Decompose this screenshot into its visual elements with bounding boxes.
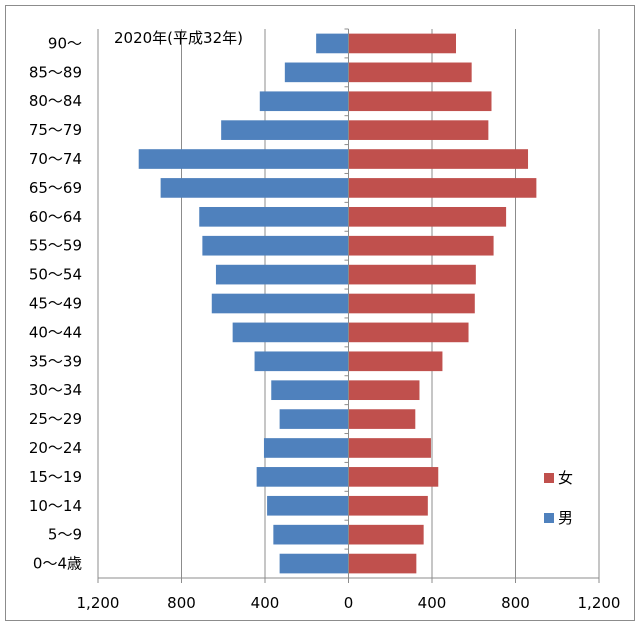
bar-female-15 (348, 467, 439, 487)
x-tick-label-4: 400 (418, 594, 447, 612)
category-label-17: 5～9 (48, 526, 82, 544)
bar-female-3 (348, 120, 489, 140)
bar-male-11 (254, 351, 349, 372)
bar-female-0 (348, 33, 457, 54)
bar-female-11 (348, 351, 443, 372)
category-label-5: 65～69 (29, 179, 82, 197)
legend-label-0: 女 (558, 469, 573, 487)
category-label-11: 35～39 (29, 352, 82, 370)
bar-male-9 (211, 293, 349, 314)
bar-female-4 (348, 149, 529, 169)
bar-female-13 (348, 409, 416, 429)
bar-female-14 (348, 438, 431, 458)
x-tick-label-1: 800 (167, 594, 196, 612)
category-label-1: 85～89 (29, 63, 82, 81)
legend-label-1: 男 (558, 509, 573, 527)
category-label-6: 60～64 (29, 208, 82, 226)
category-label-4: 70～74 (29, 150, 82, 168)
x-tick-label-6: 1,200 (578, 594, 621, 612)
bar-male-10 (232, 322, 349, 343)
legend-swatch-0 (544, 473, 554, 483)
bar-male-0 (316, 33, 349, 54)
category-label-10: 40～44 (29, 323, 82, 341)
bar-female-1 (348, 62, 472, 83)
category-label-0: 90～ (48, 34, 82, 52)
bar-male-8 (215, 264, 349, 285)
category-label-7: 55～59 (29, 237, 82, 255)
category-labels: 90～ 85～89 80～84 75～79 70～74 65～69 60～64 55～59 50… (29, 34, 82, 572)
bar-female-9 (348, 293, 475, 314)
chart-title: 2020年(平成32年) (114, 29, 243, 47)
bar-female-12 (348, 380, 420, 401)
bar-male-13 (279, 409, 349, 429)
category-label-9: 45～49 (29, 295, 82, 313)
bar-male-7 (202, 235, 349, 256)
bar-male-5 (160, 178, 349, 198)
category-label-3: 75～79 (29, 121, 82, 139)
legend-swatch-1 (544, 513, 554, 523)
bar-female-10 (348, 322, 469, 343)
bar-female-17 (348, 524, 424, 545)
bar-male-14 (263, 438, 349, 458)
category-label-18: 0～4歳 (33, 555, 82, 573)
bar-female-18 (348, 553, 417, 574)
bar-male-2 (259, 91, 349, 112)
x-tick-label-0: 1,200 (77, 594, 120, 612)
bar-male-18 (279, 553, 349, 574)
bar-male-16 (267, 495, 349, 516)
category-label-2: 80～84 (29, 92, 82, 110)
bar-male-15 (256, 467, 349, 487)
bar-female-6 (348, 206, 507, 227)
bar-female-16 (348, 495, 428, 516)
bar-male-1 (284, 62, 349, 83)
legend: 女男 (544, 469, 573, 527)
bar-male-17 (273, 524, 349, 545)
bars-layer (138, 33, 537, 574)
category-label-13: 25～29 (29, 410, 82, 428)
x-tick-label-3: 0 (344, 594, 354, 612)
bar-female-7 (348, 235, 494, 256)
x-tick-labels: 1,200 800 400 0 400 800 1,200 (77, 594, 621, 612)
x-tick-label-5: 800 (501, 594, 530, 612)
category-label-15: 15～19 (29, 468, 82, 486)
bar-female-5 (348, 178, 537, 198)
x-tick-label-2: 400 (251, 594, 280, 612)
category-label-14: 20～24 (29, 439, 82, 457)
bar-female-8 (348, 264, 476, 285)
bar-male-6 (199, 206, 349, 227)
category-label-8: 50～54 (29, 266, 82, 284)
axis-layer (97, 28, 600, 583)
bar-male-12 (271, 380, 349, 401)
category-label-16: 10～14 (29, 497, 82, 515)
category-label-12: 30～34 (29, 381, 82, 399)
bar-female-2 (348, 91, 492, 112)
bar-male-4 (138, 149, 349, 169)
bar-male-3 (221, 120, 349, 140)
